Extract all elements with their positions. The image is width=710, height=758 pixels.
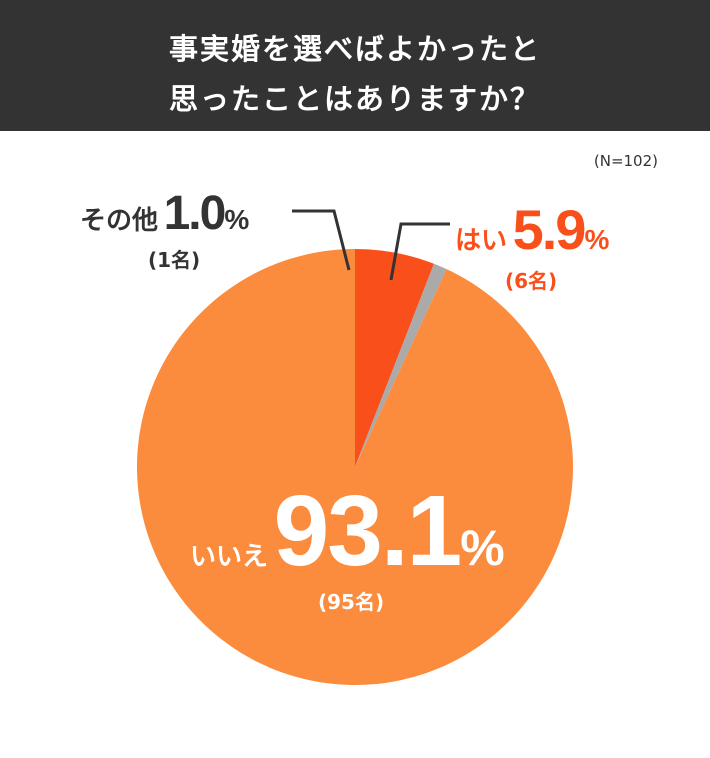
label-yes-count: (6名) [505, 269, 558, 293]
pie-slice-0 [355, 249, 434, 467]
leader-line-other [292, 209, 351, 271]
label-yes-name: はい [455, 226, 508, 256]
label-no: いいえ 93.1% [190, 474, 505, 589]
label-other-count: (1名) [148, 248, 201, 272]
label-yes-value: 5.9 [512, 198, 587, 261]
label-no-name: いいえ [190, 542, 269, 572]
title-line-1: 事実婚を選べばよかったと [168, 32, 541, 66]
label-other: その他 1.0% [80, 186, 249, 241]
label-no-count: (95名) [318, 590, 385, 614]
pie-slice-1 [355, 263, 447, 467]
header-bar: 事実婚を選べばよかったと 思ったことはありますか？ [0, 0, 710, 131]
leader-line-yes [389, 222, 450, 281]
label-yes-unit: % [584, 224, 610, 255]
label-yes: はい 5.9% [455, 197, 609, 262]
label-other-name: その他 [80, 206, 159, 236]
label-other-unit: % [224, 204, 250, 235]
label-no-unit: % [460, 520, 505, 576]
title-line-2: 思ったことはありますか？ [168, 82, 541, 116]
pie-slice-2 [136, 249, 573, 685]
label-no-value: 93.1 [273, 475, 463, 587]
sample-size-note: (N=102) [593, 152, 658, 170]
label-other-value: 1.0 [163, 187, 227, 240]
